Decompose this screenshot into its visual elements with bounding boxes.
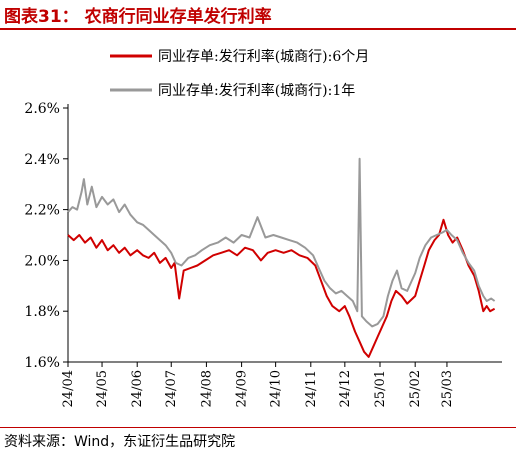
x-tick-label: 24/07 — [164, 370, 179, 407]
y-tick-label: 2.6% — [24, 101, 60, 117]
series-line-1 — [67, 218, 496, 358]
x-tick-label: 24/11 — [304, 370, 319, 407]
x-tick-label: 25/01 — [373, 370, 388, 407]
x-tick-label: 24/10 — [269, 370, 284, 407]
y-tick-label: 2.2% — [24, 203, 60, 219]
source-note: 资料来源：Wind，东证衍生品研究院 — [4, 434, 236, 450]
x-tick-label: 24/04 — [61, 370, 76, 407]
x-tick-label: 25/02 — [408, 370, 423, 407]
x-tick-label: 24/05 — [95, 370, 110, 407]
x-tick-label: 25/03 — [440, 370, 455, 407]
x-tick-label: 24/09 — [235, 370, 250, 407]
legend-label-2: 同业存单:发行利率(城商行):1年 — [158, 82, 355, 99]
x-tick-label: 24/06 — [130, 370, 145, 407]
y-tick-label: 2.4% — [24, 152, 60, 168]
source-rule — [0, 427, 516, 428]
x-tick-label: 24/12 — [338, 370, 353, 407]
x-tick-label: 24/08 — [199, 370, 214, 407]
legend-label-1: 同业存单:发行利率(城商行):6个月 — [158, 48, 369, 65]
series-line-2 — [67, 157, 496, 328]
y-tick-label: 1.8% — [24, 304, 60, 320]
plot-area — [67, 157, 496, 358]
chart-axes: 1.6% 1.8% 2.0% 2.2% 2.4% 2.6% 24/04 24/05 24/06 2… — [24, 101, 502, 407]
figure-title: 图表31： 农商行同业存单发行利率 — [4, 7, 272, 27]
y-tick-label: 1.6% — [24, 355, 60, 371]
y-tick-label: 2.0% — [24, 253, 60, 269]
title-rule — [0, 28, 516, 30]
